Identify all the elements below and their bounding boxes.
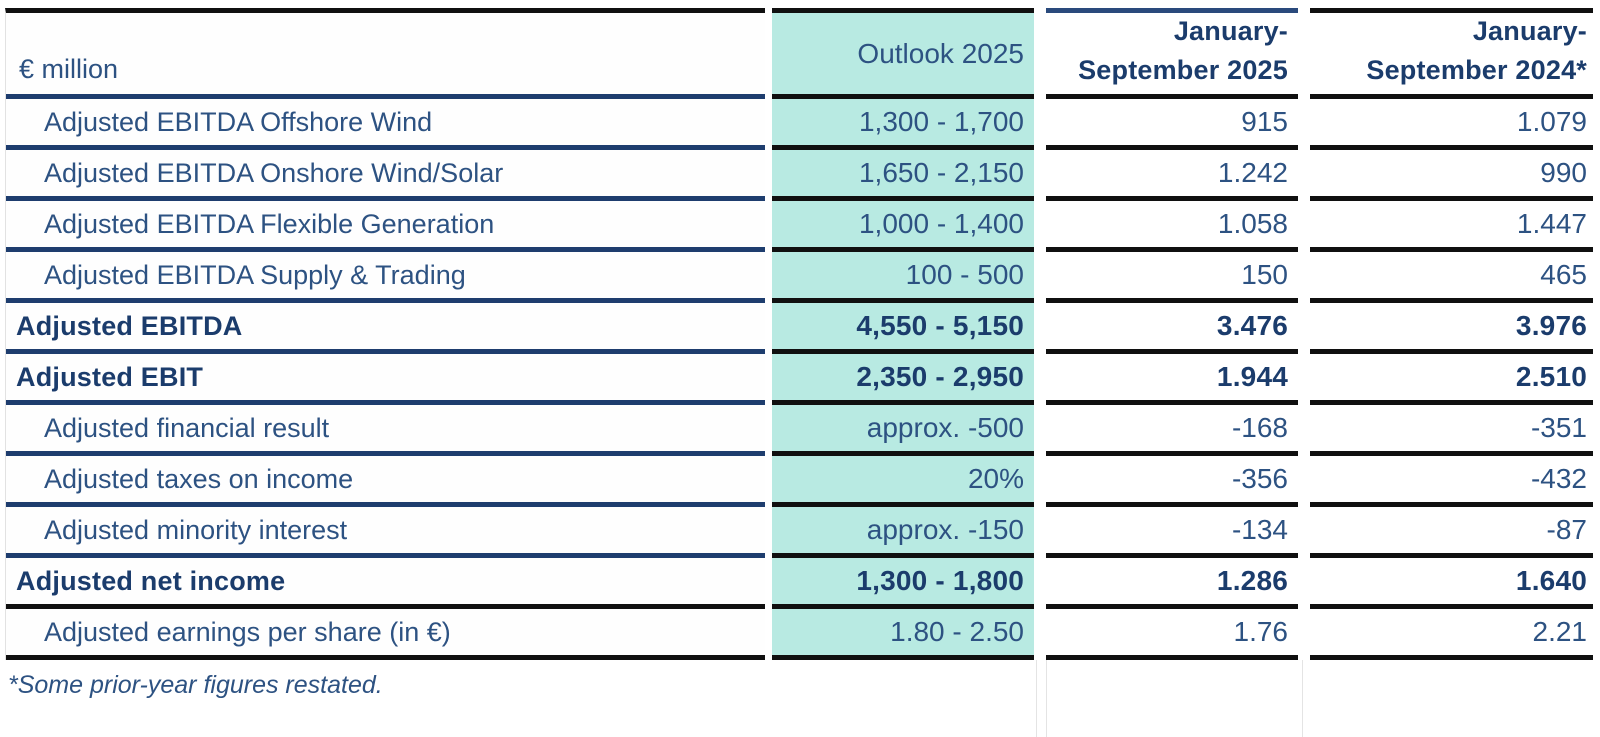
row-label: Adjusted EBITDA Supply & Trading	[6, 252, 765, 303]
outlook-header: Outlook 2025	[772, 13, 1034, 99]
value-2024: 1.640	[1310, 558, 1593, 609]
outlook-value: approx. -500	[772, 405, 1034, 456]
value-2025: 3.476	[1046, 303, 1298, 354]
outlook-table: € million Adjusted EBITDA Offshore Wind …	[5, 8, 1593, 660]
row-label: Adjusted taxes on income	[6, 456, 765, 507]
value-2024: 1.079	[1310, 99, 1593, 150]
value-2025: 1.242	[1046, 150, 1298, 201]
value-2025: 1.76	[1046, 609, 1298, 660]
value-2024: 1.447	[1310, 201, 1593, 252]
value-2024: 2.510	[1310, 354, 1593, 405]
outlook-column: Outlook 2025 1,300 - 1,700 1,650 - 2,150…	[772, 8, 1034, 660]
value-2024: 465	[1310, 252, 1593, 303]
period-2025-header-line1: January-	[1173, 16, 1288, 46]
value-2025: 915	[1046, 99, 1298, 150]
row-label: Adjusted financial result	[6, 405, 765, 456]
outlook-value: 1,300 - 1,800	[772, 558, 1034, 609]
outlook-value: 20%	[772, 456, 1034, 507]
outlook-value: 100 - 500	[772, 252, 1034, 303]
outlook-value: 2,350 - 2,950	[772, 354, 1034, 405]
value-2024: 990	[1310, 150, 1593, 201]
row-label: Adjusted net income	[6, 558, 765, 609]
period-2025-header: January- September 2025	[1046, 13, 1298, 99]
value-2025: 1.944	[1046, 354, 1298, 405]
jan-sep-2025-column: January- September 2025 915 1.242 1.058 …	[1046, 8, 1298, 660]
value-2024: -432	[1310, 456, 1593, 507]
value-2025: 150	[1046, 252, 1298, 303]
column-divider-line	[1046, 660, 1047, 737]
value-2025: -168	[1046, 405, 1298, 456]
value-2024: 2.21	[1310, 609, 1593, 660]
row-label: Adjusted minority interest	[6, 507, 765, 558]
outlook-value: 1.80 - 2.50	[772, 609, 1034, 660]
row-label: Adjusted EBITDA Offshore Wind	[6, 99, 765, 150]
value-2024: -87	[1310, 507, 1593, 558]
column-divider-line	[1036, 660, 1037, 737]
outlook-value: approx. -150	[772, 507, 1034, 558]
label-column: € million Adjusted EBITDA Offshore Wind …	[5, 8, 765, 660]
period-2024-header-line1: January-	[1472, 16, 1587, 46]
period-2025-header-line2: September 2025	[1078, 55, 1288, 85]
outlook-value: 1,000 - 1,400	[772, 201, 1034, 252]
period-2024-header: January- September 2024*	[1310, 13, 1593, 99]
value-2025: 1.286	[1046, 558, 1298, 609]
period-2024-header-line2: September 2024*	[1366, 55, 1587, 85]
value-2025: -134	[1046, 507, 1298, 558]
footnote: *Some prior-year figures restated.	[8, 671, 383, 699]
value-2024: -351	[1310, 405, 1593, 456]
row-label: Adjusted EBITDA Onshore Wind/Solar	[6, 150, 765, 201]
row-label: Adjusted EBITDA Flexible Generation	[6, 201, 765, 252]
outlook-value: 1,650 - 2,150	[772, 150, 1034, 201]
jan-sep-2024-column: January- September 2024* 1.079 990 1.447…	[1310, 8, 1593, 660]
row-label: Adjusted earnings per share (in €)	[6, 609, 765, 660]
value-2025: 1.058	[1046, 201, 1298, 252]
outlook-value: 4,550 - 5,150	[772, 303, 1034, 354]
value-2025: -356	[1046, 456, 1298, 507]
unit-header: € million	[6, 13, 765, 99]
outlook-value: 1,300 - 1,700	[772, 99, 1034, 150]
value-2024: 3.976	[1310, 303, 1593, 354]
row-label: Adjusted EBIT	[6, 354, 765, 405]
column-divider-line	[1302, 660, 1303, 737]
row-label: Adjusted EBITDA	[6, 303, 765, 354]
